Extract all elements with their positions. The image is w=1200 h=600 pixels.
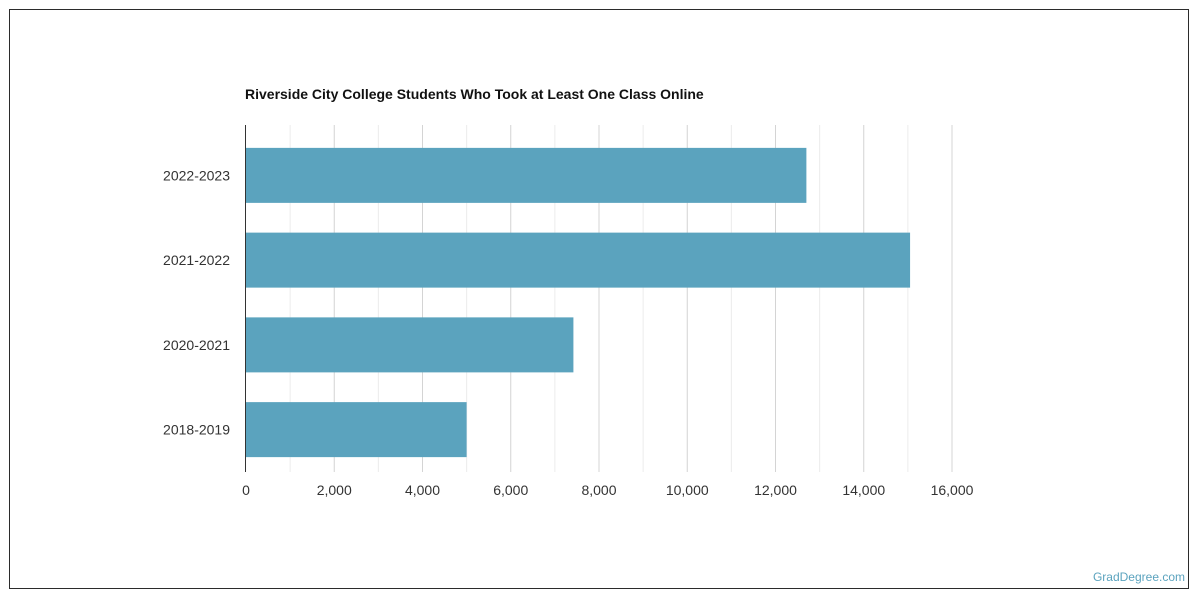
x-tick-label: 2,000 <box>317 482 352 498</box>
y-tick-label: 2020-2021 <box>163 337 230 353</box>
bar-2021-2022[interactable] <box>246 232 911 288</box>
y-tick-label: 2022-2023 <box>163 167 230 183</box>
x-tick-label: 6,000 <box>493 482 528 498</box>
x-tick-label: 8,000 <box>581 482 616 498</box>
chart-frame <box>9 9 1189 589</box>
x-tick-label: 10,000 <box>666 482 709 498</box>
x-tick-label: 4,000 <box>405 482 440 498</box>
bars <box>246 147 911 458</box>
y-tick-label: 2018-2019 <box>163 422 230 438</box>
y-tick-label: 2021-2022 <box>163 252 230 268</box>
x-tick-label: 14,000 <box>842 482 885 498</box>
x-tick-label: 0 <box>242 482 250 498</box>
chart-title: Riverside City College Students Who Took… <box>245 86 704 102</box>
bar-2020-2021[interactable] <box>246 317 574 373</box>
bar-2018-2019[interactable] <box>246 402 467 458</box>
watermark[interactable]: GradDegree.com <box>1092 570 1185 584</box>
bar-2022-2023[interactable] <box>246 147 807 203</box>
x-tick-label: 12,000 <box>754 482 797 498</box>
x-tick-label: 16,000 <box>931 482 974 498</box>
tick-labels: 2022-2023 2021-2022 2020-2021 2018-2019 0 2,0… <box>163 167 974 498</box>
